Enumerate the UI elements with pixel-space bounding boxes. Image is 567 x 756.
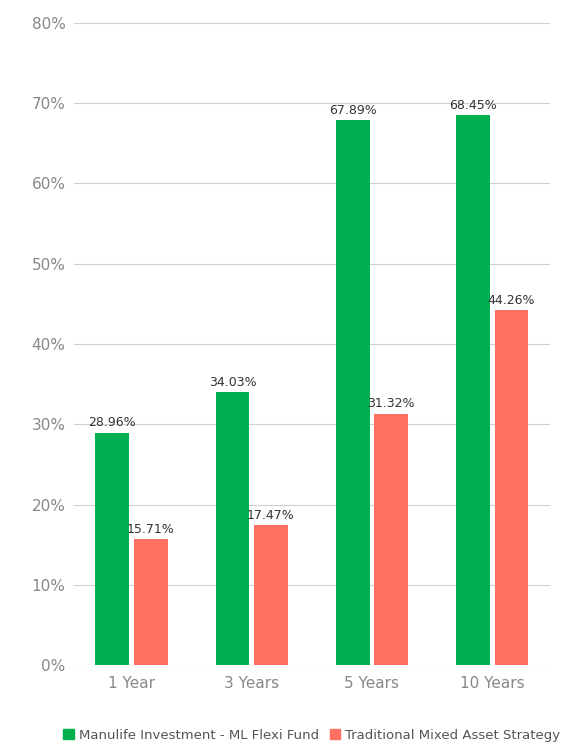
Bar <box>336 120 370 665</box>
Text: 67.89%: 67.89% <box>329 104 376 116</box>
Text: 15.71%: 15.71% <box>127 523 175 536</box>
Bar <box>374 414 408 665</box>
Text: 17.47%: 17.47% <box>247 509 295 522</box>
Text: 68.45%: 68.45% <box>449 99 497 112</box>
Bar <box>494 310 528 665</box>
Text: 28.96%: 28.96% <box>88 417 136 429</box>
Text: 31.32%: 31.32% <box>367 398 415 411</box>
Text: 34.03%: 34.03% <box>209 376 256 389</box>
Bar <box>134 539 167 665</box>
Bar <box>254 525 288 665</box>
Text: 44.26%: 44.26% <box>488 293 535 306</box>
Bar <box>215 392 249 665</box>
Bar <box>456 116 490 665</box>
Bar <box>95 432 129 665</box>
Legend: Manulife Investment - ML Flexi Fund, Traditional Mixed Asset Strategy: Manulife Investment - ML Flexi Fund, Tra… <box>58 723 566 747</box>
